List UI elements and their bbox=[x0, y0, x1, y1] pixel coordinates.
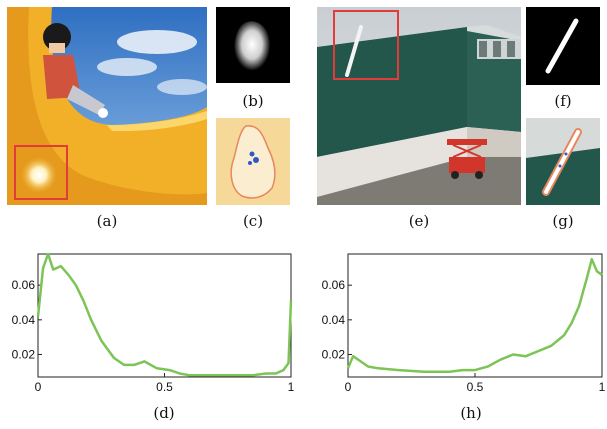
chart-d-xtick-label-0: 0 bbox=[35, 380, 42, 394]
caption-b: (b) bbox=[242, 92, 264, 110]
photo-f-mask bbox=[526, 7, 600, 85]
caption-c: (c) bbox=[242, 212, 264, 230]
highlight-box-a bbox=[14, 145, 68, 200]
photo-c-contour bbox=[216, 118, 290, 205]
photo-a-slide bbox=[7, 7, 207, 205]
chart-h-xtick-label-2: 1 bbox=[599, 380, 606, 394]
caption-f: (f) bbox=[554, 92, 572, 110]
chart-h-xtick-label-0: 0 bbox=[345, 380, 352, 394]
highlight-box-e bbox=[333, 10, 399, 80]
chart-h-ytick-label-0: 0.02 bbox=[322, 347, 346, 361]
chart-h-ytick-label-1: 0.04 bbox=[322, 313, 346, 327]
chart-h: 0 0.5 1 0.02 0.04 0.06 bbox=[307, 244, 607, 404]
caption-g: (g) bbox=[552, 212, 574, 230]
chart-d: 0 0.5 1 0.02 0.04 0.06 bbox=[0, 244, 300, 404]
chart-d-ytick-label-1: 0.04 bbox=[12, 313, 36, 327]
photo-e-building bbox=[317, 7, 521, 205]
photo-b-mask bbox=[216, 7, 290, 83]
chart-h-series-line bbox=[346, 257, 603, 374]
chart-h-xtick-label-1: 0.5 bbox=[467, 380, 484, 394]
chart-d-ytick-label-2: 0.06 bbox=[12, 278, 36, 292]
caption-e: (e) bbox=[408, 212, 430, 230]
chart-d-ytick-label-0: 0.02 bbox=[12, 347, 36, 361]
chart-d-axes-frame bbox=[37, 253, 292, 378]
chart-d-xtick-label-1: 0.5 bbox=[156, 380, 173, 394]
chart-h-ytick-label-2: 0.06 bbox=[322, 278, 346, 292]
chart-d-series-line bbox=[36, 252, 293, 377]
caption-d: (d) bbox=[153, 404, 175, 422]
caption-a: (a) bbox=[96, 212, 118, 230]
chart-h-axes-frame bbox=[347, 253, 603, 378]
caption-h: (h) bbox=[460, 404, 482, 422]
photo-g-contour bbox=[526, 118, 600, 205]
chart-d-xtick-label-2: 1 bbox=[288, 380, 295, 394]
